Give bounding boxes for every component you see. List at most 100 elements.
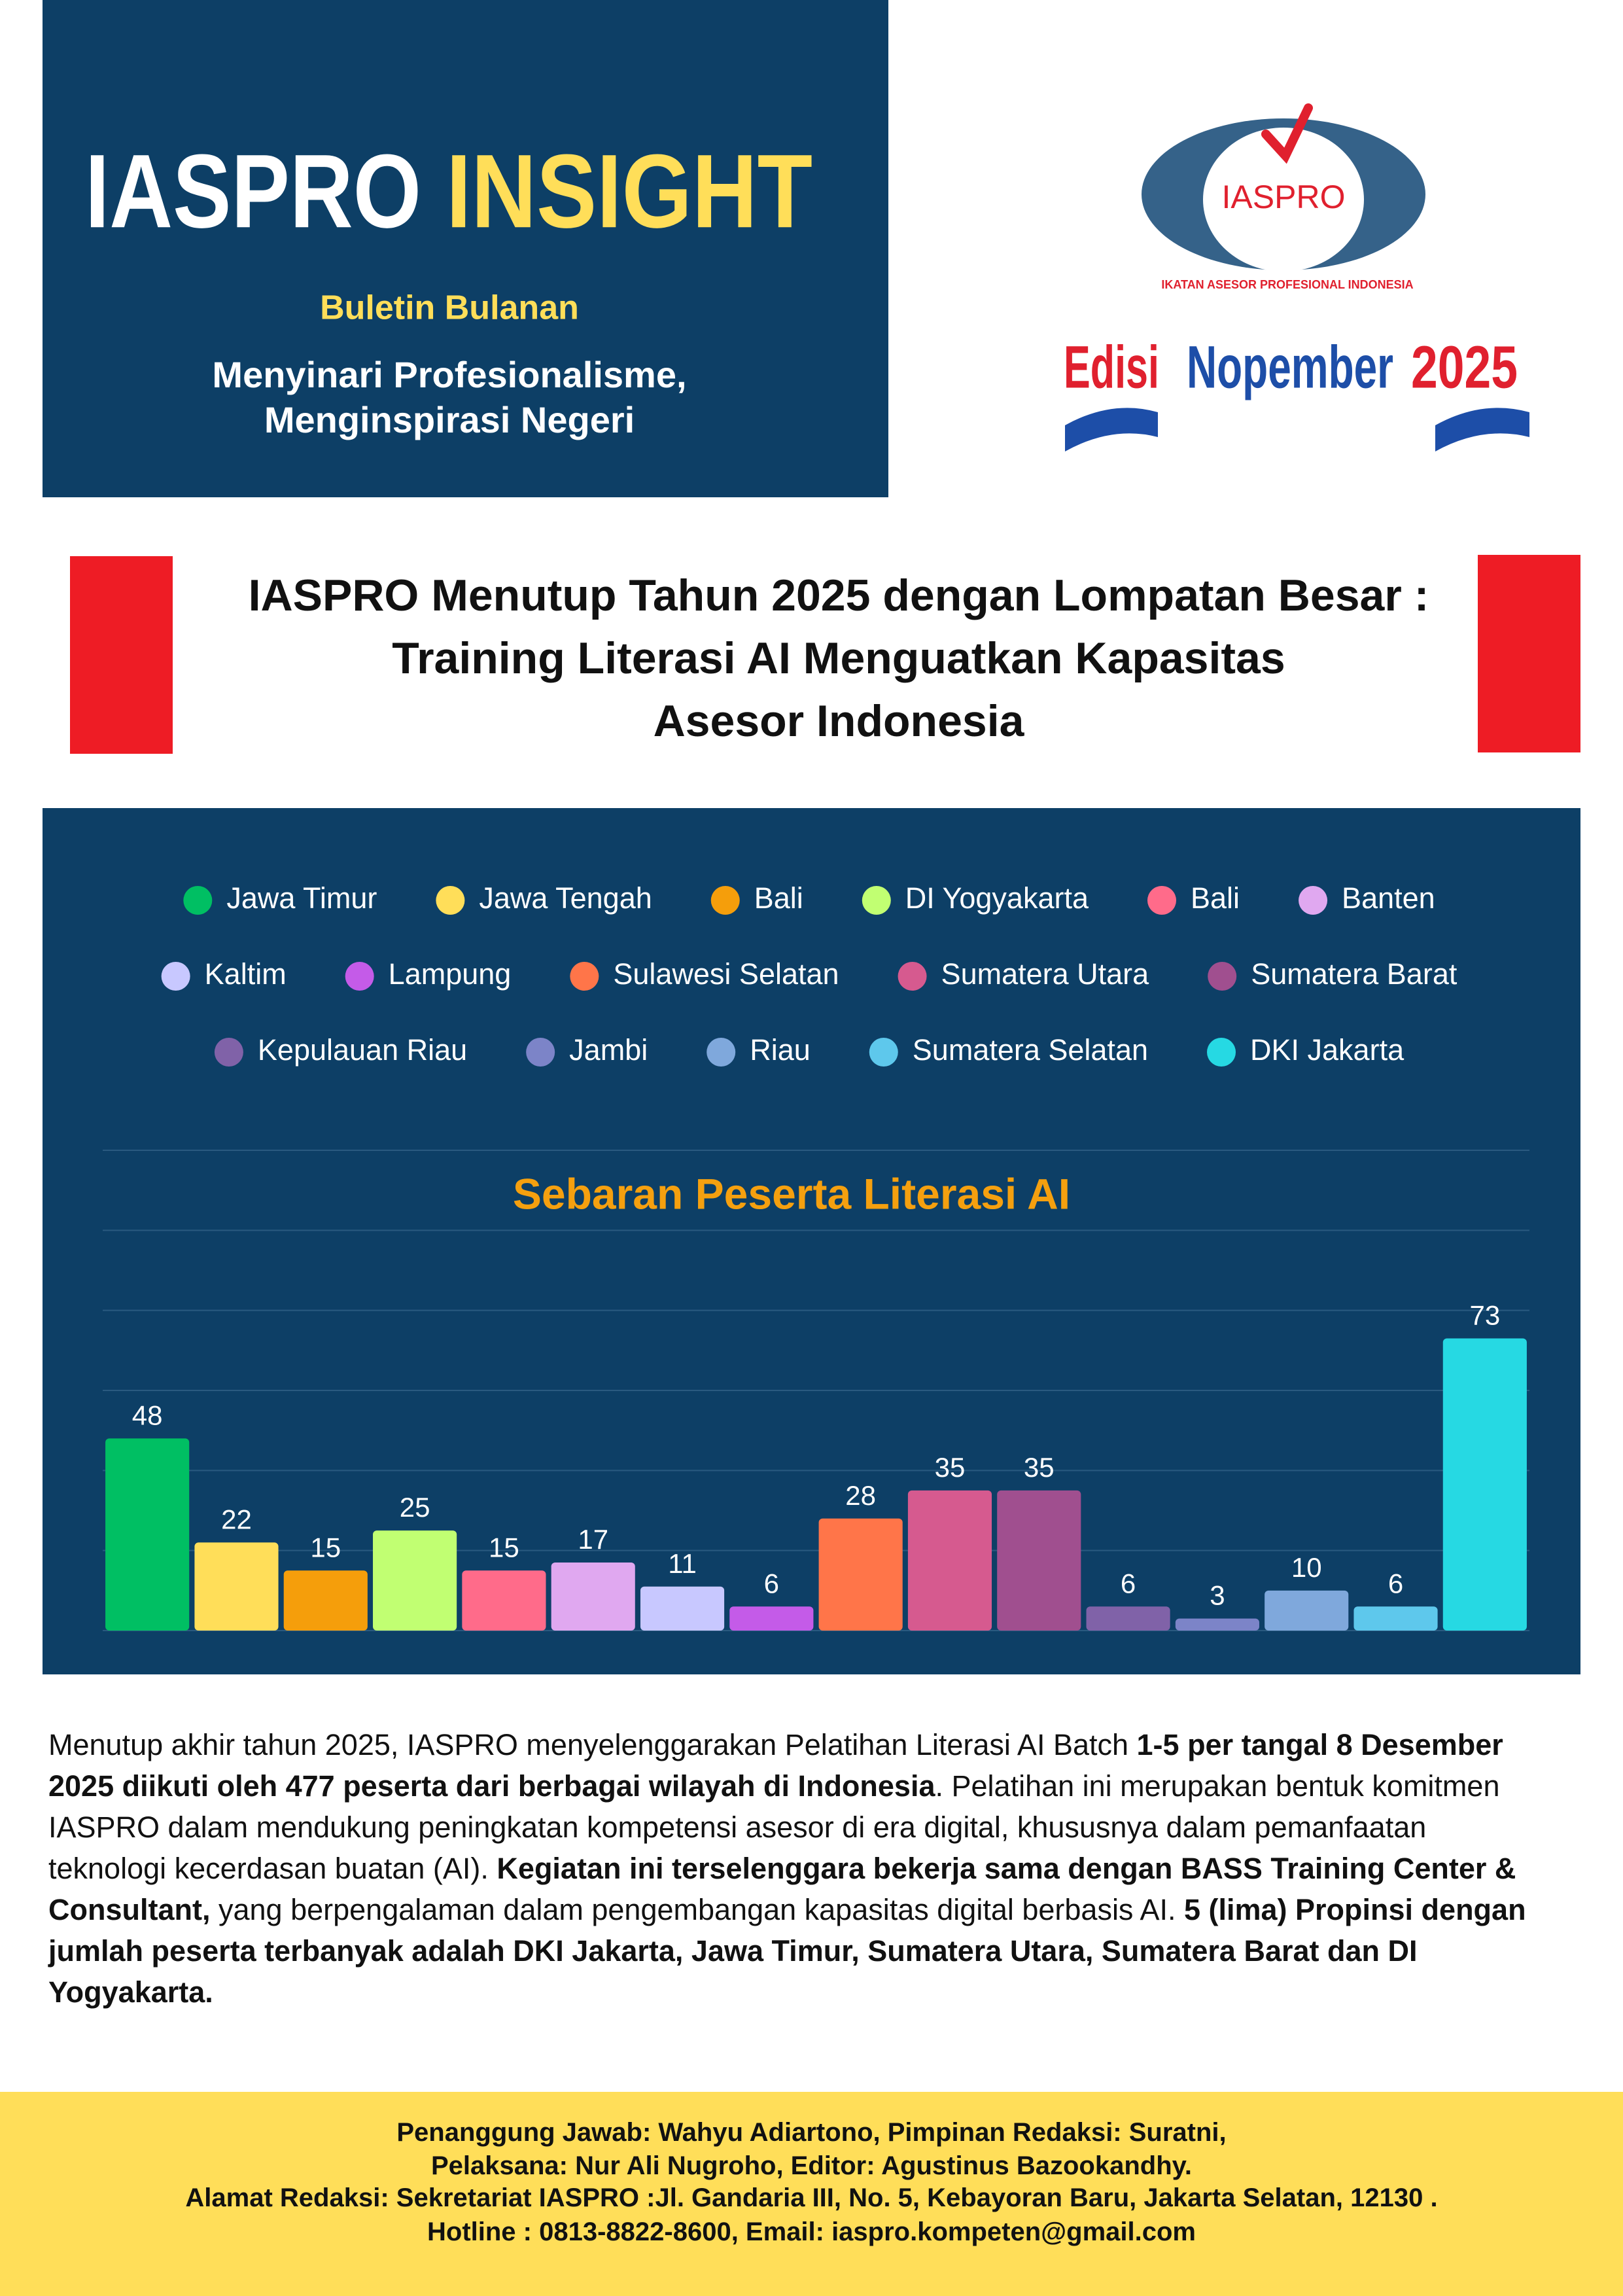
legend-label: Sumatera Barat [1251, 957, 1457, 991]
legend-label: Kepulauan Riau [258, 1033, 467, 1067]
legend-label: Kaltim [205, 957, 287, 991]
legend-label: Sulawesi Selatan [613, 957, 839, 991]
legend-item: Kaltim [161, 957, 287, 991]
edition-label: Edisi [1064, 334, 1159, 400]
footer-line: Penanggung Jawab: Wahyu Adiartono, Pimpi… [396, 2118, 1227, 2147]
bar [729, 1606, 814, 1631]
value-label: 10 [1291, 1552, 1322, 1583]
legend-item: Lampung [345, 957, 512, 991]
value-label: 73 [1469, 1300, 1500, 1331]
legend-swatch [1208, 962, 1237, 991]
legend-swatch [707, 1038, 736, 1067]
bar [1175, 1618, 1259, 1631]
subtitle: Buletin Bulanan [320, 289, 579, 327]
bar [907, 1490, 992, 1631]
article-text: 5 (lima) Propinsi dengan jumlah peserta … [48, 1893, 1526, 2009]
bar [997, 1490, 1081, 1631]
value-label: 15 [489, 1532, 519, 1563]
legend-label: Lampung [389, 957, 512, 991]
bar [1086, 1606, 1170, 1631]
headline: IASPRO Menutup Tahun 2025 dengan Lompata… [249, 571, 1429, 620]
legend-swatch [526, 1038, 555, 1067]
value-label: 17 [578, 1524, 608, 1555]
header-panel [43, 0, 888, 497]
bar [462, 1570, 546, 1631]
legend-swatch [1147, 886, 1177, 915]
value-label: 15 [310, 1532, 341, 1563]
legend-swatch [183, 886, 213, 915]
bar [818, 1518, 903, 1631]
legend-label: Sumatera Utara [941, 957, 1150, 991]
legend-swatch [1207, 1038, 1236, 1067]
legend-label: Riau [750, 1033, 811, 1067]
bar [1353, 1606, 1438, 1631]
logo-name: IASPRO [1222, 179, 1346, 215]
title-left: IASPRO [85, 132, 421, 249]
article-text: 1-5 per tangal 8 Desember 2025 diikuti o… [48, 1728, 1503, 1803]
footer-line: Pelaksana: Nur Ali Nugroho, Editor: Agus… [430, 2151, 1193, 2180]
poster: IASPRO INSIGHT Buletin Bulanan Menyinari… [43, 0, 1580, 1674]
legend-item: Sulawesi Selatan [570, 957, 839, 991]
bar [1265, 1590, 1349, 1631]
legend-label: Jawa Timur [226, 881, 377, 915]
legend-item: Kepulauan Riau [214, 1033, 467, 1067]
legend-swatch [869, 1038, 898, 1067]
value-label: 22 [221, 1504, 252, 1535]
value-label: 6 [764, 1568, 779, 1598]
edition-year: 2025 [1411, 334, 1518, 400]
legend-label: Banten [1342, 881, 1435, 915]
value-label: 35 [1024, 1452, 1055, 1483]
article: Menutup akhir tahun 2025, IASPRO menyele… [48, 1724, 1530, 2013]
chart-title: Sebaran Peserta Literasi AI [513, 1169, 1070, 1218]
legend-swatch [898, 962, 927, 991]
legend-item: Banten [1299, 881, 1435, 915]
legend-item: DI Yogyakarta [862, 881, 1089, 915]
article-text: Kegiatan ini terselenggara bekerja sama … [48, 1852, 1516, 1926]
value-label: 25 [400, 1492, 430, 1523]
article-text: Menutup akhir tahun 2025, IASPRO menyele… [48, 1728, 1137, 1761]
tagline: Menginspirasi Negeri [264, 399, 635, 440]
article-text: yang berpengalaman dalam pengembangan ka… [210, 1893, 1184, 1926]
value-label: 48 [132, 1400, 163, 1430]
legend-label: Sumatera Selatan [913, 1033, 1148, 1067]
legend-item: Jawa Tengah [436, 881, 652, 915]
bar [640, 1586, 725, 1631]
bar [1442, 1338, 1527, 1631]
bar [105, 1438, 190, 1631]
legend-item: DKI Jakarta [1207, 1033, 1405, 1067]
edition-month: Nopember [1187, 334, 1393, 400]
wave [1065, 408, 1158, 451]
footer-line: Hotline : 0813-8822-8600, Email: iaspro.… [427, 2217, 1196, 2246]
legend-label: DI Yogyakarta [905, 881, 1089, 915]
headline: Asesor Indonesia [654, 696, 1025, 746]
accent-bar [1478, 555, 1580, 752]
legend-swatch [710, 886, 740, 915]
legend-swatch [436, 886, 465, 915]
logo-center [1203, 128, 1364, 272]
legend-swatch [570, 962, 599, 991]
legend-item: Bali [1147, 881, 1240, 915]
legend-swatch [345, 962, 374, 991]
legend-label: DKI Jakarta [1250, 1033, 1405, 1067]
legend-item: Jambi [526, 1033, 648, 1067]
legend-item: Jawa Timur [183, 881, 377, 915]
legend-swatch [1299, 886, 1328, 915]
value-label: 3 [1210, 1580, 1225, 1611]
headline: Training Literasi AI Menguatkan Kapasita… [392, 633, 1285, 683]
value-label: 6 [1388, 1568, 1403, 1598]
legend-swatch [862, 886, 891, 915]
bar [551, 1563, 635, 1631]
chart-panel [43, 808, 1580, 1674]
value-label: 28 [845, 1480, 876, 1511]
footer-line: Alamat Redaksi: Sekretariat IASPRO :Jl. … [185, 2183, 1438, 2212]
legend-label: Jawa Tengah [479, 881, 652, 915]
legend: Jawa Timur Jawa Tengah Bali DI Yogyakarta Ba… [161, 881, 1457, 1067]
value-label: 6 [1121, 1568, 1136, 1598]
bar [283, 1570, 368, 1631]
legend-item: Sumatera Barat [1208, 957, 1457, 991]
bars: 48 22 15 25 15 17 11 6 28 35 35 6 3 10 6 73 [105, 1300, 1527, 1631]
legend-item: Riau [707, 1033, 811, 1067]
article-text: . Pelatihan ini merupakan bentuk komitme… [48, 1769, 1500, 1885]
legend-label: Jambi [569, 1033, 648, 1067]
legend-swatch [161, 962, 190, 991]
